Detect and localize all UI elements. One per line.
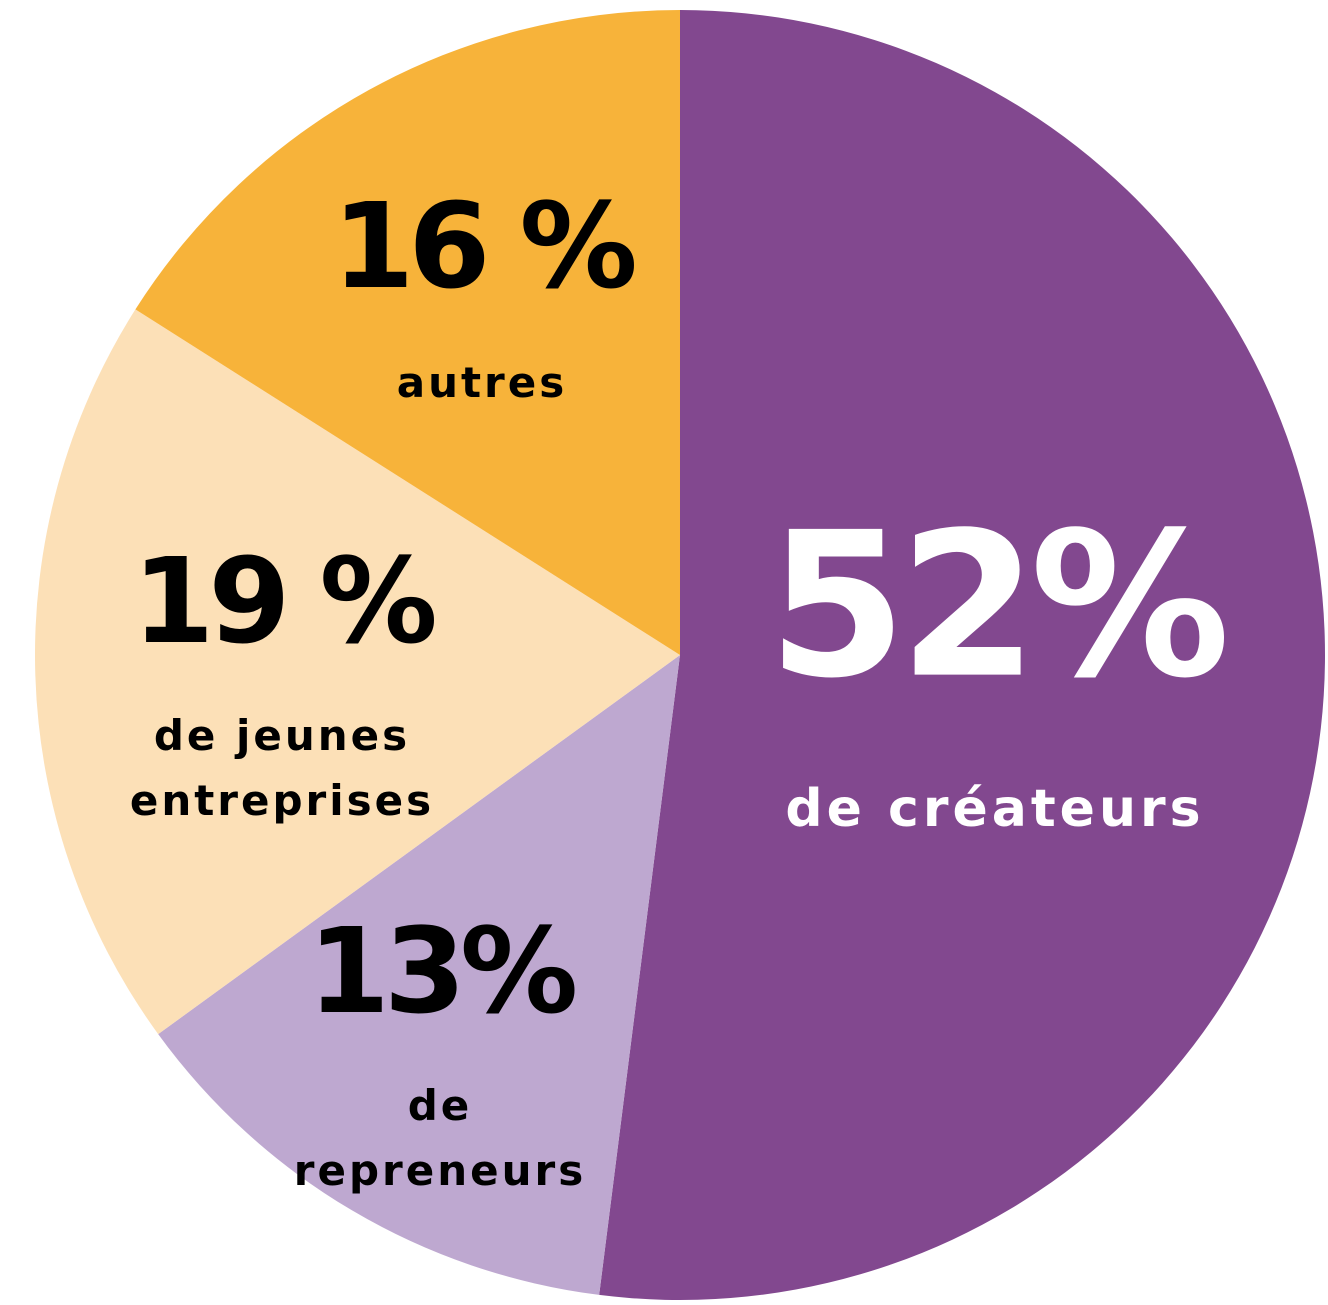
pie-slice <box>35 309 681 1035</box>
pie-slice <box>135 10 680 655</box>
pie-slice <box>158 655 681 1295</box>
value-label: 52% <box>768 490 1225 723</box>
pie-slice <box>599 10 1326 1300</box>
slice-label: de créateurs <box>785 779 1204 839</box>
value-label: 16 % <box>332 177 634 315</box>
slice-label: de jeunes entreprises <box>130 711 434 825</box>
slice-label: de repreneurs <box>294 1081 586 1195</box>
value-label: 13% <box>308 902 575 1040</box>
value-label: 19 % <box>132 532 434 670</box>
slice-label: autres <box>397 358 568 407</box>
